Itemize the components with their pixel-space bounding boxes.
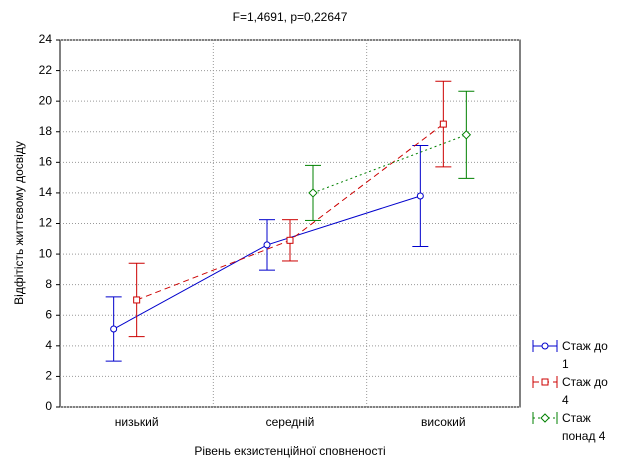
x-tick-label: низький [115,415,159,429]
y-tick-label: 20 [39,93,53,107]
chart-title: F=1,4691, p=0,22647 [233,10,348,24]
y-tick-label: 10 [39,246,53,260]
marker [540,413,550,423]
marker [461,130,472,140]
marker [439,120,447,128]
y-tick-label: 4 [45,338,52,352]
y-tick-label: 6 [45,307,52,321]
y-tick-label: 14 [39,185,53,199]
legend-label: Стаж до 1 [562,339,608,371]
x-tick-label: середній [266,415,315,429]
y-tick-label: 12 [39,216,53,230]
marker [416,192,424,200]
legend-label: Стаж понад 4 [562,411,606,443]
marker [541,378,549,386]
marker [308,188,318,198]
marker [133,296,141,304]
y-tick-label: 18 [39,124,53,138]
y-tick-label: 2 [45,369,52,383]
marker [541,342,549,350]
y-tick-label: 0 [45,399,52,413]
y-axis-label: Відфітість життєвому досвіду [12,141,26,305]
x-tick-label: високий [421,415,466,429]
marker [110,325,118,333]
series-line [136,123,444,301]
marker [263,241,271,249]
legend-label: Стаж до 4 [562,375,608,407]
y-tick-label: 16 [39,155,53,169]
y-tick-label: 22 [39,63,53,77]
y-tick-label: 24 [39,32,53,46]
marker [286,236,294,244]
x-axis-label: Рівень екзистенційної сповненості [194,444,385,458]
y-tick-label: 8 [45,277,52,291]
series-line [312,134,467,194]
